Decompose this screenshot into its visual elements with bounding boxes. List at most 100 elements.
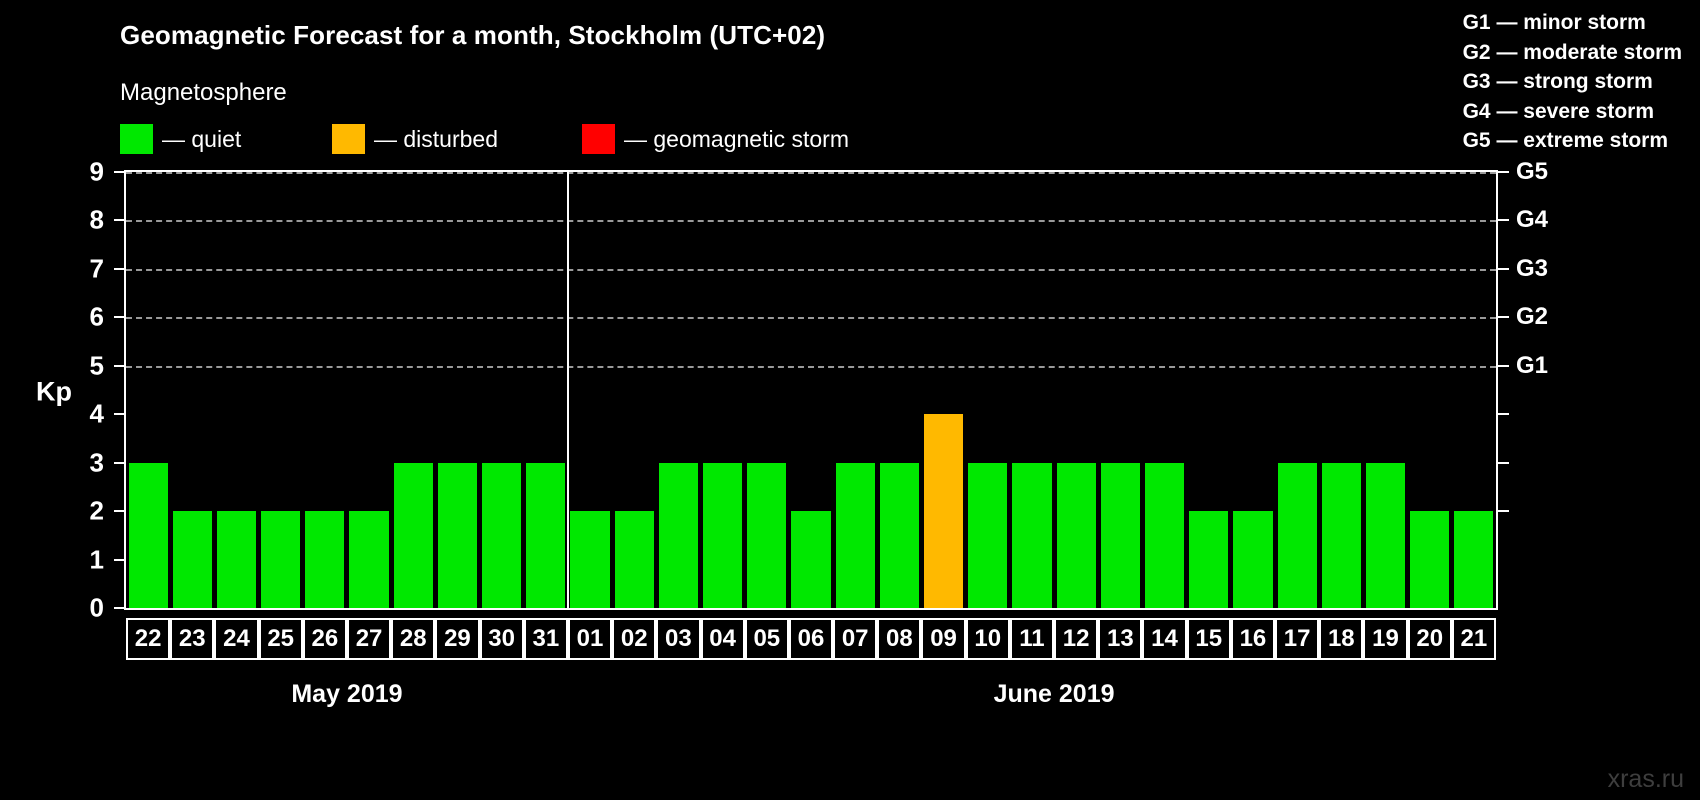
bar-june-13[interactable] <box>1100 462 1140 608</box>
day-label-text: 16 <box>1239 625 1267 652</box>
bar-june-09[interactable] <box>923 414 964 608</box>
day-label-text: 24 <box>223 625 250 652</box>
day-label-june-21[interactable]: 21 <box>1451 618 1496 660</box>
day-label-june-19[interactable]: 19 <box>1363 618 1408 660</box>
day-label-june-13[interactable]: 13 <box>1098 618 1143 660</box>
g-tick-mark-g3 <box>1498 267 1509 270</box>
bar-june-14[interactable] <box>1144 462 1185 608</box>
y-axis-title: Kp <box>36 376 72 407</box>
legend-entry-disturbed: — disturbed <box>332 122 498 156</box>
y-tick-mark-5 <box>114 364 125 367</box>
day-label-june-11[interactable]: 11 <box>1009 618 1055 660</box>
gridline-kp-9 <box>126 172 1496 174</box>
day-label-may-30[interactable]: 30 <box>479 618 524 660</box>
day-label-may-31[interactable]: 31 <box>523 618 568 660</box>
day-label-june-09[interactable]: 09 <box>921 618 966 660</box>
day-label-text: 21 <box>1460 625 1488 652</box>
legend-label-quiet: — quiet <box>162 125 242 152</box>
day-label-text: 04 <box>709 625 736 652</box>
watermark: xras.ru <box>1607 765 1684 793</box>
bar-june-18[interactable] <box>1321 462 1361 608</box>
y-tick-label-7: 7 <box>89 253 104 284</box>
chart-plot-area <box>124 170 1498 610</box>
legend-entry-geomagnetic-storm: — geomagnetic storm <box>582 122 849 156</box>
day-label-text: 27 <box>355 625 383 652</box>
g-tick-label-g2: G2 <box>1516 303 1549 331</box>
day-label-june-06[interactable]: 06 <box>788 618 834 660</box>
day-label-june-01[interactable]: 01 <box>567 618 613 660</box>
day-label-text: 20 <box>1416 625 1444 652</box>
day-label-row: 22 23 24 25 26 27 28 29 30 31 01 02 03 04 05 06 07 08 09 10… <box>124 618 1498 660</box>
day-label-may-23[interactable]: 23 <box>170 618 215 660</box>
day-label-may-24[interactable]: 24 <box>214 618 259 660</box>
magnetosphere-heading: Magnetosphere <box>120 79 287 106</box>
g-tick-mark-g5 <box>1498 171 1509 173</box>
day-label-text: 06 <box>797 625 825 652</box>
day-label-text: 10 <box>974 625 1002 652</box>
bar-june-04[interactable] <box>703 462 743 608</box>
day-label-june-02[interactable]: 02 <box>612 618 657 660</box>
day-label-may-29[interactable]: 29 <box>435 618 480 660</box>
bar-june-17[interactable] <box>1277 462 1317 608</box>
day-label-june-04[interactable]: 04 <box>700 618 745 660</box>
bars-layer <box>126 172 1496 608</box>
bar-june-21[interactable] <box>1454 511 1494 608</box>
day-label-june-18[interactable]: 18 <box>1319 618 1364 660</box>
y-tick-label-9: 9 <box>89 156 104 187</box>
bar-june-01[interactable] <box>570 511 610 608</box>
bar-june-03[interactable] <box>658 462 698 608</box>
g-tick-label-g1: G1 <box>1516 351 1549 379</box>
bar-june-16[interactable] <box>1233 511 1273 608</box>
day-label-june-07[interactable]: 07 <box>833 618 878 660</box>
day-label-may-28[interactable]: 28 <box>391 618 436 660</box>
bar-june-07[interactable] <box>835 462 875 608</box>
bar-may-30[interactable] <box>482 462 522 608</box>
y-tick-mark-3 <box>114 461 125 464</box>
day-label-june-15[interactable]: 15 <box>1186 618 1231 660</box>
bar-june-15[interactable] <box>1189 511 1229 608</box>
day-label-may-25[interactable]: 25 <box>258 618 303 660</box>
bar-may-29[interactable] <box>437 462 478 608</box>
g-tick-mark-kp-4 <box>1498 413 1509 416</box>
bar-june-11[interactable] <box>1012 462 1052 608</box>
gridline-kp-5 <box>126 365 1496 368</box>
day-label-text: 12 <box>1062 625 1090 652</box>
bar-june-20[interactable] <box>1410 511 1450 608</box>
day-label-may-22[interactable]: 22 <box>126 618 171 660</box>
day-label-june-10[interactable]: 10 <box>965 618 1010 660</box>
bar-may-26[interactable] <box>305 511 345 608</box>
day-label-may-27[interactable]: 27 <box>346 618 392 660</box>
bar-june-06[interactable] <box>791 511 831 608</box>
bar-may-28[interactable] <box>393 462 433 608</box>
y-tick-mark-1 <box>114 558 125 561</box>
bar-june-19[interactable] <box>1365 462 1406 608</box>
day-label-june-05[interactable]: 05 <box>744 618 789 660</box>
day-label-june-17[interactable]: 17 <box>1275 618 1320 660</box>
day-label-text: 31 <box>532 625 560 652</box>
day-label-may-26[interactable]: 26 <box>302 618 347 660</box>
bar-june-08[interactable] <box>879 462 919 608</box>
bar-june-02[interactable] <box>614 511 654 608</box>
day-label-june-03[interactable]: 03 <box>656 618 701 660</box>
day-label-text: 30 <box>488 625 515 652</box>
bar-june-12[interactable] <box>1056 462 1096 608</box>
legend-label-geomagnetic-storm: — geomagnetic storm <box>624 125 849 152</box>
day-label-june-08[interactable]: 08 <box>877 618 922 660</box>
bar-may-23[interactable] <box>172 511 212 608</box>
day-label-text: 14 <box>1151 625 1178 652</box>
bar-may-27[interactable] <box>349 511 389 608</box>
bar-june-10[interactable] <box>968 462 1008 608</box>
bar-june-05[interactable] <box>747 462 787 608</box>
day-label-june-12[interactable]: 12 <box>1054 618 1099 660</box>
legend-swatch-geomagnetic-storm <box>582 124 615 154</box>
g-tick-mark-kp-3 <box>1498 461 1509 464</box>
bar-may-25[interactable] <box>261 511 301 608</box>
g-tick-mark-g4 <box>1498 219 1509 222</box>
day-label-june-14[interactable]: 14 <box>1142 618 1187 660</box>
day-label-june-16[interactable]: 16 <box>1230 618 1276 660</box>
bar-may-24[interactable] <box>216 511 257 608</box>
day-label-june-20[interactable]: 20 <box>1407 618 1452 660</box>
bar-may-31[interactable] <box>526 462 566 608</box>
bar-may-22[interactable] <box>128 462 168 608</box>
legend-swatch-quiet <box>120 124 153 154</box>
